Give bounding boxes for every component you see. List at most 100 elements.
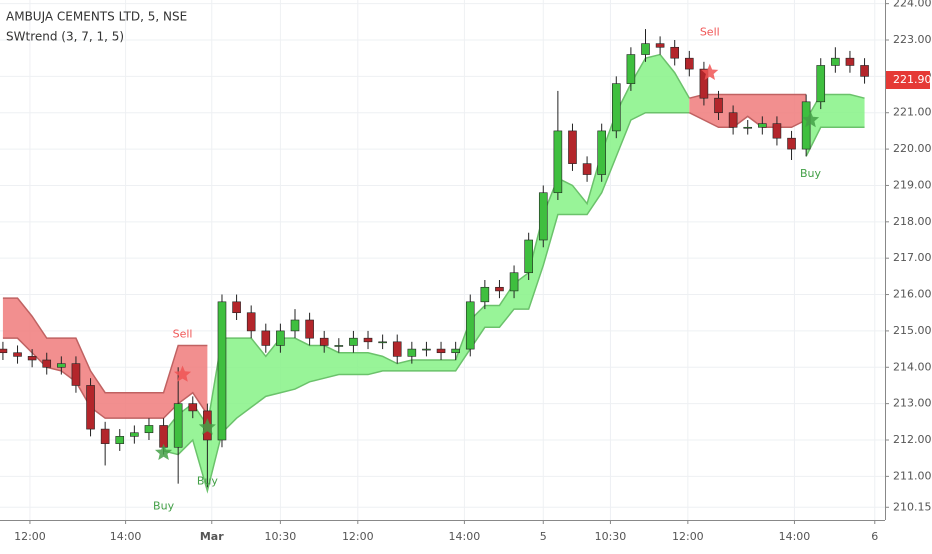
- signal-star: [198, 418, 216, 435]
- candle-body: [538, 192, 548, 241]
- candle-body: [115, 436, 125, 444]
- band-upper-edge: [2, 297, 208, 394]
- y-tick-label: 218.00: [893, 215, 932, 228]
- signal-label: Buy: [197, 474, 219, 487]
- candle-body: [787, 137, 796, 150]
- last-price-label: 221.90: [893, 73, 932, 86]
- trend-band: [163, 54, 690, 491]
- candle-body: [349, 337, 358, 346]
- signal-label: Sell: [700, 26, 720, 39]
- candle-body: [407, 348, 417, 357]
- signal-star: [802, 111, 820, 128]
- candle-body: [524, 239, 533, 274]
- signal-label: Buy: [153, 500, 175, 513]
- grid: [0, 0, 885, 520]
- candle-body: [276, 330, 285, 346]
- signal-star: [174, 365, 192, 382]
- y-tick-label: 215.00: [893, 324, 932, 337]
- candle-body: [699, 68, 709, 99]
- y-tick-label: 221.00: [893, 106, 932, 119]
- candle-body: [392, 341, 402, 357]
- candle-body: [246, 312, 256, 332]
- y-tick-label: 216.00: [893, 288, 932, 301]
- candle-body: [860, 65, 869, 77]
- candle-body: [305, 319, 314, 339]
- candle-body: [144, 425, 154, 434]
- signal-label: Buy: [800, 167, 822, 180]
- candle-body: [685, 57, 694, 70]
- candle-body: [553, 130, 563, 194]
- band-lower-edge: [805, 126, 865, 157]
- chart-title: AMBUJA CEMENTS LTD, 5, NSE: [6, 10, 187, 24]
- candle-body: [611, 83, 621, 132]
- band-lower-edge: [163, 111, 690, 494]
- candle-body: [378, 341, 387, 344]
- y-tick-label: 217.00: [893, 251, 932, 264]
- candle-body: [758, 123, 767, 128]
- x-tick-label: 6: [871, 530, 878, 543]
- signal-star: [701, 63, 719, 80]
- candle-body: [57, 363, 66, 368]
- x-tick-label: 12:00: [14, 530, 46, 543]
- candle-body: [509, 272, 519, 292]
- candle-body: [319, 337, 329, 346]
- candle-body: [728, 112, 738, 128]
- candle-body: [130, 432, 139, 437]
- candle-body: [568, 130, 577, 164]
- candle-body: [100, 428, 110, 444]
- y-tick-label: 219.00: [893, 178, 932, 191]
- annotations: Buy Sell Buy Sell Buy: [153, 26, 821, 513]
- x-tick-label: 10:30: [595, 530, 627, 543]
- candle-body: [71, 363, 81, 386]
- candle-body: [436, 348, 446, 354]
- candle-body: [465, 301, 475, 350]
- x-tick-label: 14:00: [779, 530, 811, 543]
- x-tick-label: 12:00: [342, 530, 374, 543]
- band-upper-edge: [689, 93, 807, 99]
- x-tick-label: 12:00: [672, 530, 704, 543]
- candle-body: [480, 286, 490, 303]
- trend-band: [806, 94, 865, 157]
- candle-body: [188, 403, 198, 412]
- band-lower-edge: [2, 337, 208, 419]
- last-price-box: [886, 71, 930, 89]
- signal-label: Sell: [173, 328, 193, 341]
- candle-body: [495, 286, 504, 292]
- y-tick-label: 210.15: [893, 500, 932, 513]
- axes: 210.15 211.00 212.00 213.00 214.00 215.00 216.…: [14, 0, 931, 543]
- candle-body: [13, 352, 22, 357]
- y-tick-label: 214.00: [893, 360, 932, 373]
- candle-body: [422, 348, 431, 351]
- candle-body: [217, 301, 227, 441]
- candle-body: [626, 54, 636, 84]
- y-tick-label: 211.00: [893, 469, 932, 482]
- candle-body: [232, 301, 241, 314]
- candle-body: [831, 57, 840, 66]
- y-tick-label: 223.00: [893, 33, 932, 46]
- x-tick-label: 5: [540, 530, 547, 543]
- y-tick-label: 224.00: [893, 0, 932, 10]
- x-tick-label: 10:30: [265, 530, 297, 543]
- band-lower-edge: [688, 112, 807, 129]
- candle-body: [42, 359, 52, 368]
- candle-body: [334, 345, 344, 347]
- x-tick-label: 14:00: [110, 530, 142, 543]
- candle-body: [363, 337, 373, 343]
- candle-body: [451, 348, 460, 354]
- y-tick-label: 212.00: [893, 433, 932, 446]
- y-tick-label: 220.00: [893, 142, 932, 155]
- candle-body: [597, 130, 606, 175]
- candle-body: [582, 163, 592, 175]
- y-tick-label: 213.00: [893, 397, 932, 410]
- band-upper-edge: [805, 93, 865, 121]
- signal-star: [155, 443, 173, 460]
- candle-body: [290, 319, 300, 332]
- candle-body: [261, 330, 271, 346]
- candle-body: [743, 126, 753, 129]
- candle-body: [641, 43, 650, 55]
- candle-body: [670, 46, 680, 59]
- candle-body: [86, 385, 95, 430]
